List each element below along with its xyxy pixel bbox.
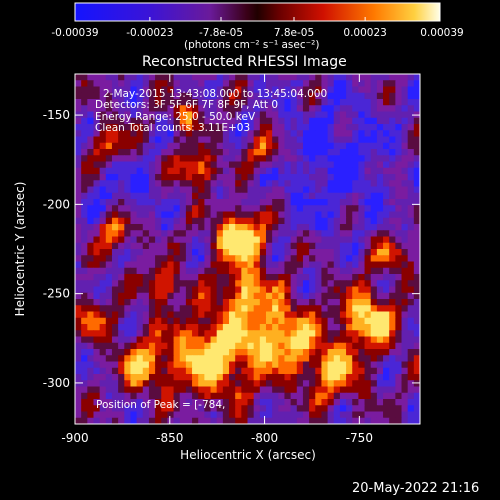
- colorbar-tick-label: 7.8e-05: [273, 27, 315, 39]
- colorbar-tick-label: -0.00039: [51, 27, 99, 39]
- y-tick-label: -300: [43, 376, 70, 390]
- colorbar-unit-label: (photons cm⁻² s⁻¹ asec⁻²): [184, 39, 320, 51]
- axis-tick-labels: -900 -850 -800 -750 -150 -200 -250 -300: [43, 108, 373, 445]
- y-axis-label: Heliocentric Y (arcsec): [13, 182, 27, 317]
- x-tick-label: -850: [156, 431, 183, 445]
- y-tick-label: -200: [43, 197, 70, 211]
- footer-timestamp: 20-May-2022 21:16: [352, 481, 480, 496]
- chart-title: Reconstructed RHESSI Image: [142, 54, 347, 70]
- heatmap-cells: [75, 74, 421, 425]
- annotation-line: Clean Total counts: 3.11E+03: [95, 122, 251, 134]
- colorbar-gradient: [74, 2, 441, 22]
- colorbar-tick-label: 0.00023: [343, 27, 387, 39]
- peak-label: Position of Peak = [-784,: [96, 399, 225, 411]
- annotation-line: Energy Range: 25.0 - 50.0 keV: [95, 111, 256, 123]
- axis-ticks: [74, 74, 420, 424]
- annotation-line: Detectors: 3F 5F 6F 7F 8F 9F, Att 0: [95, 99, 279, 111]
- annotation-line: 2-May-2015 13:43:08.000 to 13:45:04.000: [103, 88, 328, 100]
- plot-frame: [74, 73, 421, 425]
- colorbar-tick-label: -0.00023: [126, 27, 174, 39]
- colorbar-tickmarks: [74, 17, 441, 21]
- x-tick-label: -750: [346, 431, 373, 445]
- x-tick-label: -900: [61, 431, 88, 445]
- y-tick-label: -150: [43, 108, 70, 122]
- colorbar: [74, 2, 441, 22]
- y-tick-label: -250: [43, 287, 70, 301]
- colorbar-tick-label: 0.00039: [420, 27, 464, 39]
- x-tick-label: -800: [251, 431, 278, 445]
- x-axis-label: Heliocentric X (arcsec): [180, 448, 316, 462]
- colorbar-tick-label: -7.8e-05: [198, 27, 244, 39]
